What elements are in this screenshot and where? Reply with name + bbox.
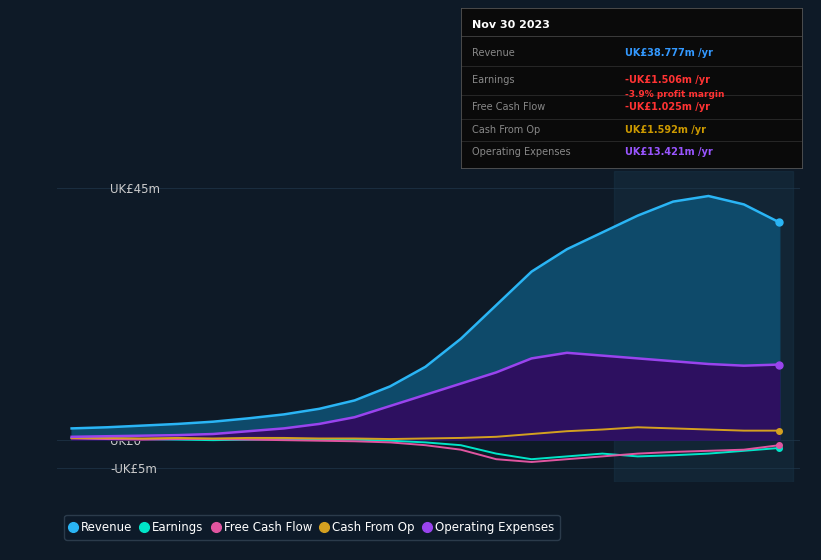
Legend: Revenue, Earnings, Free Cash Flow, Cash From Op, Operating Expenses: Revenue, Earnings, Free Cash Flow, Cash …	[64, 515, 560, 540]
Text: Free Cash Flow: Free Cash Flow	[471, 102, 545, 113]
Text: Revenue: Revenue	[471, 48, 515, 58]
Text: UK£13.421m /yr: UK£13.421m /yr	[625, 147, 713, 157]
Text: -3.9% profit margin: -3.9% profit margin	[625, 90, 724, 99]
Text: Earnings: Earnings	[471, 75, 514, 85]
Text: UK£1.592m /yr: UK£1.592m /yr	[625, 125, 706, 135]
Text: -UK£1.506m /yr: -UK£1.506m /yr	[625, 75, 710, 85]
Text: Nov 30 2023: Nov 30 2023	[471, 20, 549, 30]
Bar	[613, 171, 793, 482]
Text: Operating Expenses: Operating Expenses	[471, 147, 571, 157]
Text: UK£38.777m /yr: UK£38.777m /yr	[625, 48, 713, 58]
Text: Cash From Op: Cash From Op	[471, 125, 540, 135]
Text: -UK£1.025m /yr: -UK£1.025m /yr	[625, 102, 710, 113]
